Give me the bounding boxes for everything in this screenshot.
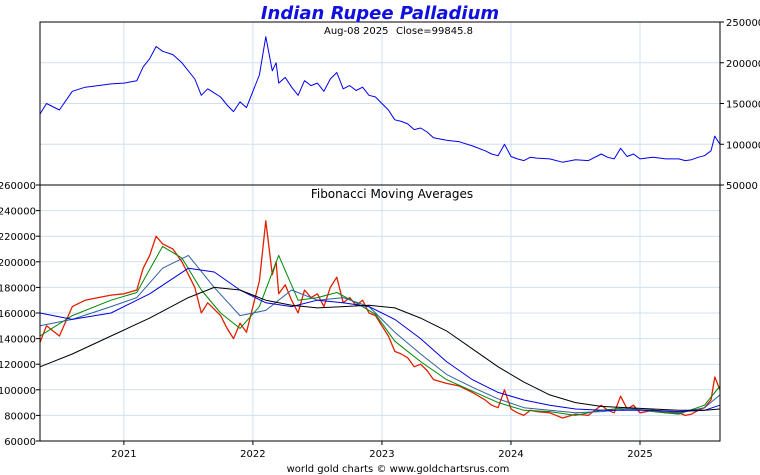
y-tick-label: 80000 [4,411,36,422]
y-tick-label: 240000 [0,207,36,218]
series-line-close [39,36,721,163]
y-tick-label: 200000 [0,258,36,269]
chart-title: Indian Rupee Palladium [261,3,499,24]
x-tick-label: 2023 [369,449,394,460]
series-line-ma-med2 [39,267,721,413]
y-tick-label: 140000 [0,335,36,346]
y-tick-label: 100000 [0,386,36,397]
y-tick-label: 60000 [4,437,36,448]
series-line-ma-med1 [39,254,721,414]
top-panel-grid [40,22,720,185]
subtitle-close: Close=99845.8 [396,26,473,37]
y-tick-label: 200000 [726,59,760,70]
top-panel-series [39,36,721,163]
y-tick-label: 120000 [0,360,36,371]
y-tick-label: 160000 [0,309,36,320]
top-panel-axis: 50000 100000 150000 200000 250000 [720,18,760,192]
series-line-ma-long [39,286,721,411]
series-line-price [39,220,721,419]
x-tick-label: 2022 [240,449,265,460]
x-axis: 2021 2022 2023 2024 2025 [111,441,653,460]
x-tick-label: 2024 [498,449,523,460]
x-tick-label: 2021 [111,449,136,460]
subtitle-date: Aug-08 2025 [324,26,389,37]
bottom-panel-grid [40,185,720,441]
fibonacci-panel-title: Fibonacci Moving Averages [311,187,473,201]
y-tick-label: 180000 [0,283,36,294]
bottom-panel-axis: 60000 80000 100000 120000 140000 160000 180000… [0,181,40,448]
x-tick-label: 2025 [627,449,652,460]
footer-credit: world gold charts © www.goldchartsrus.co… [287,464,510,475]
y-tick-label: 260000 [0,181,36,192]
bottom-panel-series [39,220,721,419]
y-tick-label: 50000 [726,181,758,192]
y-tick-label: 100000 [726,140,760,151]
y-tick-label: 150000 [726,100,760,111]
y-tick-label: 220000 [0,232,36,243]
y-tick-label: 250000 [726,18,760,29]
